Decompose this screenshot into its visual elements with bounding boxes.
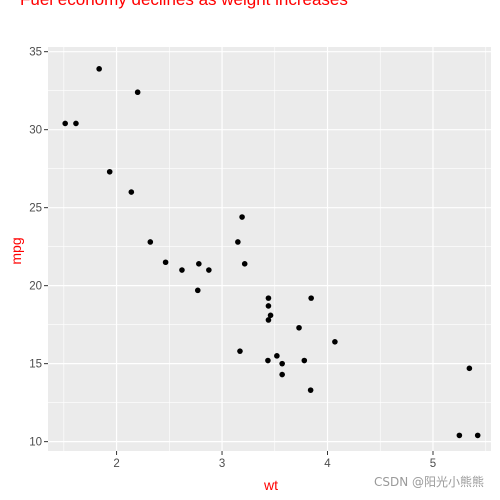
- data-point: [301, 357, 308, 364]
- x-tick-label: 3: [219, 458, 225, 470]
- data-point: [162, 259, 169, 266]
- data-point: [274, 353, 280, 359]
- y-tick-label: 35: [29, 47, 42, 59]
- data-point: [147, 239, 154, 245]
- data-point: [134, 89, 141, 96]
- major-gridlines: [48, 47, 491, 451]
- y-tick-label: 25: [29, 203, 42, 215]
- watermark: CSDN @阳光小熊熊: [374, 474, 484, 489]
- data-point: [265, 303, 272, 309]
- data-point: [62, 120, 68, 127]
- x-tick-label: 5: [430, 458, 436, 470]
- chart-title: Fuel economy declines as weight increase…: [20, 0, 348, 9]
- y-tick-label: 15: [29, 359, 42, 371]
- x-tick-label: 2: [113, 458, 119, 470]
- data-point: [332, 339, 338, 345]
- data-point: [241, 261, 248, 267]
- data-point: [279, 371, 285, 378]
- y-axis-title: mpg: [8, 237, 24, 264]
- data-point: [265, 295, 272, 301]
- data-point: [196, 261, 202, 267]
- data-point: [307, 387, 314, 393]
- y-tick-label: 20: [29, 281, 42, 293]
- data-point: [265, 357, 271, 364]
- data-point: [179, 267, 185, 273]
- plot-panel: [48, 47, 491, 451]
- data-points: [62, 66, 481, 439]
- data-point: [466, 365, 473, 372]
- x-axis-title: wt: [263, 477, 278, 493]
- data-point: [96, 66, 102, 72]
- data-point: [73, 120, 79, 127]
- minor-gridlines: [48, 47, 491, 451]
- data-point: [265, 317, 272, 323]
- x-tick-label: 4: [324, 458, 331, 470]
- data-point: [239, 214, 245, 220]
- data-point: [279, 360, 285, 367]
- data-point: [474, 432, 481, 439]
- data-point: [194, 287, 201, 294]
- data-point: [206, 267, 212, 273]
- data-point: [456, 432, 463, 439]
- data-point: [106, 168, 113, 175]
- tick-labels: 2 3 4 5 10 15 20 25 30 35: [29, 47, 436, 470]
- data-point: [235, 239, 241, 245]
- data-point: [237, 348, 243, 354]
- data-point: [296, 324, 302, 331]
- axis-ticks: [44, 51, 434, 455]
- data-point: [128, 189, 135, 195]
- data-point: [308, 295, 314, 301]
- y-tick-label: 30: [29, 125, 42, 137]
- y-tick-label: 10: [29, 437, 42, 449]
- data-point: [267, 312, 274, 319]
